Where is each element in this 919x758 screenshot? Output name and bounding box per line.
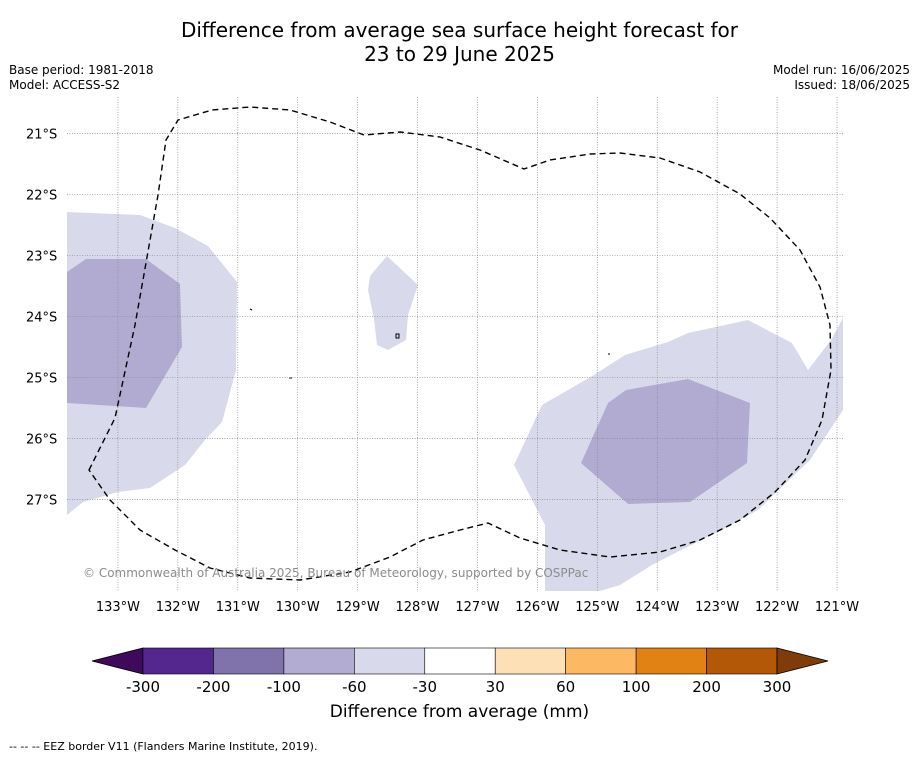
- colorbar-segment: [213, 647, 285, 675]
- lon-tick-label: 131°W: [216, 600, 260, 615]
- colorbar-tick-label: -100: [267, 678, 301, 696]
- anomaly-region-east-dark: [581, 379, 750, 504]
- eez-border: [88, 106, 832, 581]
- contour-speck: [395, 333, 400, 339]
- lon-tick-label: 133°W: [96, 600, 140, 615]
- copyright-notice: © Commonwealth of Australia 2025, Bureau…: [83, 566, 588, 580]
- colorbar-segment: [706, 647, 778, 675]
- gridlines: [67, 97, 843, 591]
- colorbar-segment: [635, 647, 707, 675]
- lon-tick-label: 124°W: [635, 600, 679, 615]
- longitude-tick-labels: 133°W 132°W 131°W 130°W 129°W 128°W 127°W 126°W…: [96, 600, 859, 615]
- chart-title-line2: 23 to 29 June 2025: [364, 42, 555, 66]
- lon-tick-label: 128°W: [395, 600, 439, 615]
- lon-tick-label: 132°W: [156, 600, 200, 615]
- lat-tick-label: 21°S: [26, 128, 57, 143]
- colorbar-segment: [494, 647, 566, 675]
- colorbar-extend-high: [776, 647, 829, 675]
- colorbar-segment: [354, 647, 426, 675]
- colorbar-tick-label: 100: [622, 678, 651, 696]
- issued-label: Issued: 18/06/2025: [794, 78, 910, 92]
- lon-tick-label: 127°W: [455, 600, 499, 615]
- colorbar-tick-label: 300: [763, 678, 792, 696]
- chart-title-line1: Difference from average sea surface heig…: [180, 18, 739, 42]
- model-run-label: Model run: 16/06/2025: [772, 63, 910, 77]
- lat-tick-label: 23°S: [26, 250, 57, 265]
- colorbar-tick-label: 60: [556, 678, 575, 696]
- colorbar-tick-label: -200: [196, 678, 230, 696]
- contour-speck: [249, 308, 253, 311]
- colorbar-tick-label: 200: [692, 678, 721, 696]
- colorbar-segment: [142, 647, 214, 675]
- chart-title: Difference from average sea surface heig…: [0, 18, 919, 66]
- colorbar-tick-label: -60: [342, 678, 367, 696]
- colorbar-segment: [283, 647, 355, 675]
- lon-tick-label: 122°W: [755, 600, 799, 615]
- colorbar-segment: [424, 647, 496, 675]
- lat-tick-label: 27°S: [26, 494, 57, 509]
- lat-tick-label: 24°S: [26, 311, 57, 326]
- run-info: Model run: 16/06/2025 Issued: 18/06/2025: [773, 63, 910, 93]
- colorbar-tick-label: 30: [486, 678, 505, 696]
- colorbar-extend-low: [91, 647, 144, 675]
- lon-tick-label: 125°W: [575, 600, 619, 615]
- colorbar-tick-label: -30: [413, 678, 438, 696]
- anomaly-region-west-dark: [67, 259, 182, 408]
- lon-tick-label: 129°W: [336, 600, 380, 615]
- model-info: Base period: 1981-2018 Model: ACCESS-S2: [9, 63, 154, 93]
- latitude-tick-labels: 21°S 22°S 23°S 24°S 25°S 26°S 27°S: [26, 128, 57, 509]
- colorbar-tick-label: -300: [126, 678, 160, 696]
- colorbar-title: Difference from average (mm): [329, 702, 590, 722]
- lon-tick-label: 123°W: [695, 600, 739, 615]
- eez-border-note: -- -- -- EEZ border V11 (Flanders Marine…: [9, 740, 318, 753]
- model-label: Model: ACCESS-S2: [9, 78, 121, 92]
- colorbar: -300 -200 -100 -60 -30 30 60 100 200 300: [91, 647, 829, 696]
- lon-tick-label: 130°W: [276, 600, 320, 615]
- lat-tick-label: 26°S: [26, 433, 57, 448]
- colorbar-segment: [565, 647, 637, 675]
- lon-tick-label: 121°W: [815, 600, 859, 615]
- anomaly-region-central: [368, 256, 418, 350]
- map-plot-area: © Commonwealth of Australia 2025, Bureau…: [67, 97, 843, 591]
- lat-tick-label: 25°S: [26, 372, 57, 387]
- lon-tick-label: 126°W: [515, 600, 559, 615]
- base-period-label: Base period: 1981-2018: [9, 63, 154, 77]
- lat-tick-label: 22°S: [26, 189, 57, 204]
